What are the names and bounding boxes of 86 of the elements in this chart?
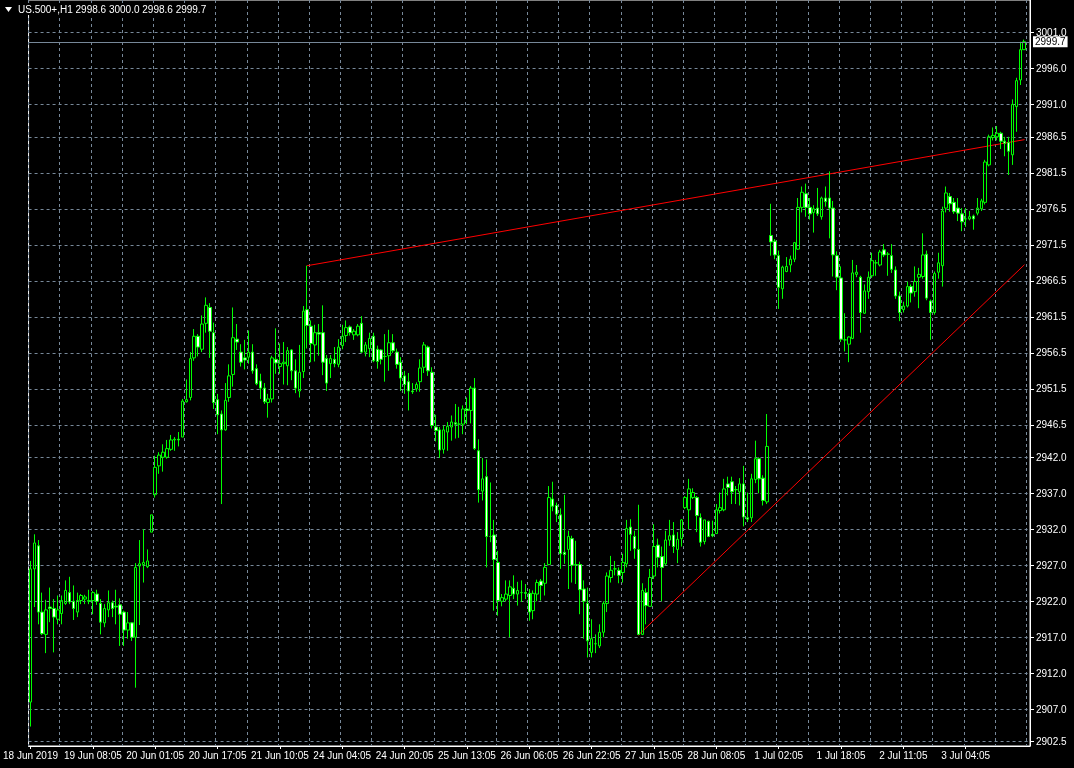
candlestick: [528, 588, 531, 622]
x-tick-label: 25 Jun 13:05: [438, 749, 497, 761]
candlestick: [442, 425, 445, 455]
y-tick-label: 2946.5: [1036, 419, 1068, 431]
candlestick: [298, 344, 301, 398]
candlestick: [711, 520, 714, 538]
y-tick-label: 2937.0: [1036, 487, 1068, 499]
candlestick: [633, 530, 636, 560]
candlestick: [547, 485, 551, 566]
x-tick-label: 27 Jun 15:05: [625, 749, 684, 761]
candlestick: [313, 324, 317, 362]
y-tick-label: 2961.5: [1036, 311, 1068, 323]
x-tick-label: 3 Jul 04:05: [941, 749, 991, 761]
candlestick: [567, 530, 570, 590]
candlestick: [383, 333, 387, 383]
candlestick: [83, 594, 87, 605]
x-tick-label: 24 Jun 04:05: [313, 749, 372, 761]
x-tick-label: 28 Jun 08:05: [687, 749, 746, 761]
candlestick: [722, 478, 726, 512]
x-tick-label: 2 Jul 11:05: [879, 749, 928, 761]
candlestick: [454, 403, 457, 440]
x-tick-label: 20 Jun 17:05: [188, 749, 247, 761]
y-tick-label: 2971.5: [1036, 239, 1068, 251]
y-tick-label: 2956.5: [1036, 347, 1068, 359]
chart-title: US.500+,H1 2998.6 3000.0 2998.6 2999.7: [18, 3, 207, 15]
candlestick: [352, 328, 356, 341]
candlestick: [341, 324, 344, 350]
y-tick-label: 3001.0: [1036, 26, 1068, 38]
candlestick: [368, 332, 371, 358]
candlestick: [637, 504, 640, 636]
candlestick: [680, 518, 683, 548]
candlestick: [520, 579, 523, 603]
candlestick: [360, 315, 363, 354]
y-tick-label: 2991.0: [1036, 98, 1068, 110]
candlestick: [134, 562, 137, 689]
y-tick-label: 2902.5: [1036, 736, 1068, 748]
candlestick: [769, 203, 773, 257]
y-tick-label: 2922.0: [1036, 595, 1068, 607]
x-tick-label: 24 Jun 20:05: [375, 749, 434, 761]
candlestick: [286, 346, 289, 386]
candlestick: [972, 214, 975, 231]
candlestick: [457, 406, 461, 439]
candlestick: [804, 183, 808, 218]
y-tick-label: 2942.0: [1036, 451, 1068, 463]
y-tick-label: 2996.0: [1036, 62, 1068, 74]
x-tick-label: 20 Jun 01:05: [126, 749, 185, 761]
candlestick: [508, 579, 512, 638]
x-tick-label: 19 Jun 08:05: [63, 749, 123, 761]
candlestick: [91, 590, 95, 615]
y-tick-label: 2912.0: [1036, 667, 1068, 679]
x-tick-label: 26 Jun 22:05: [562, 749, 621, 761]
x-tick-label: 1 Jul 02:05: [754, 749, 804, 761]
candlestick: [964, 207, 967, 228]
candlestick: [161, 443, 165, 473]
y-tick-label: 2986.5: [1036, 131, 1068, 143]
y-tick-label: 2951.5: [1036, 383, 1068, 395]
y-tick-label: 2917.0: [1036, 631, 1068, 643]
y-tick-label: 2927.0: [1036, 559, 1068, 571]
candlestick: [150, 514, 153, 533]
candlestick: [563, 494, 566, 565]
candlestick: [485, 458, 488, 568]
y-tick-label: 2976.5: [1036, 203, 1068, 215]
candlestick: [976, 197, 979, 216]
x-tick-label: 18 Jun 2019: [2, 749, 59, 761]
x-tick-label: 1 Jul 18:05: [816, 749, 866, 761]
y-tick-label: 2966.5: [1036, 275, 1068, 287]
x-tick-label: 21 Jun 10:05: [250, 749, 310, 761]
candlestick: [173, 436, 176, 452]
candlestick: [177, 431, 180, 447]
y-tick-label: 2932.0: [1036, 523, 1068, 535]
candlestick: [473, 377, 476, 451]
candlestick: [239, 343, 243, 368]
candlestick: [859, 275, 862, 334]
x-tick-label: 26 Jun 06:05: [500, 749, 559, 761]
ref-line-label: 2999.7: [1035, 36, 1067, 48]
y-tick-label: 2981.5: [1036, 167, 1068, 179]
candlestick: [687, 478, 691, 530]
y-tick-label: 2907.0: [1036, 703, 1068, 715]
candlestick: [477, 438, 480, 504]
candlestick: [730, 476, 734, 505]
candlestick: [282, 341, 286, 386]
candlestick: [153, 455, 157, 499]
candlestick: [407, 372, 410, 411]
candlestick: [337, 338, 340, 368]
candlestick: [765, 413, 769, 505]
candlestick: [742, 465, 745, 527]
